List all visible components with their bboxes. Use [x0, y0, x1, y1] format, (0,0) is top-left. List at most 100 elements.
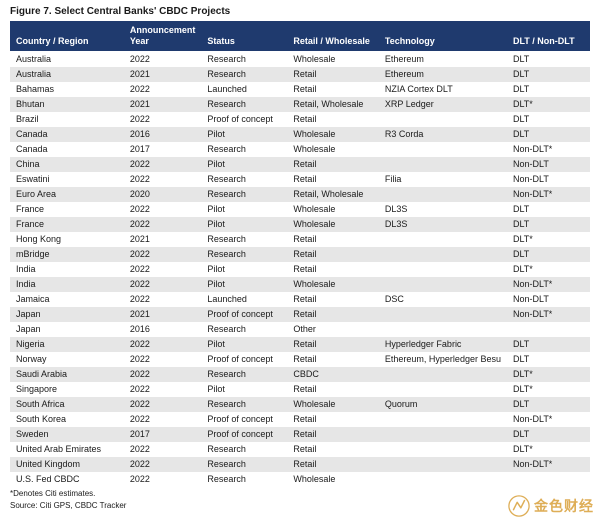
table-cell: Retail	[287, 292, 379, 307]
table-cell: Research	[201, 232, 287, 247]
figure-container: Figure 7. Select Central Banks' CBDC Pro…	[0, 0, 600, 511]
table-cell: Non-DLT*	[507, 307, 590, 322]
table-cell: Pilot	[201, 202, 287, 217]
table-row: Euro Area2020ResearchRetail, WholesaleNo…	[10, 187, 590, 202]
table-cell: 2021	[124, 97, 202, 112]
table-cell: Hyperledger Fabric	[379, 337, 507, 352]
table-cell: Non-DLT	[507, 292, 590, 307]
table-cell: Proof of concept	[201, 412, 287, 427]
table-cell: Australia	[10, 67, 124, 82]
table-cell: Research	[201, 247, 287, 262]
table-cell: Canada	[10, 142, 124, 157]
table-cell: Proof of concept	[201, 352, 287, 367]
table-cell: Nigeria	[10, 337, 124, 352]
table-cell: 2022	[124, 157, 202, 172]
table-row: Saudi Arabia2022ResearchCBDCDLT*	[10, 367, 590, 382]
table-row: U.S. Fed CBDC2022ResearchWholesale	[10, 472, 590, 487]
table-cell: Wholesale	[287, 127, 379, 142]
table-cell: DLT	[507, 67, 590, 82]
table-cell: Research	[201, 51, 287, 67]
table-cell: Pilot	[201, 262, 287, 277]
col-header-country: Country / Region	[10, 21, 124, 51]
table-cell: Research	[201, 97, 287, 112]
table-row: Eswatini2022ResearchRetailFiliaNon-DLT	[10, 172, 590, 187]
table-cell: Filia	[379, 172, 507, 187]
table-cell: DLT*	[507, 367, 590, 382]
table-cell: DLT	[507, 247, 590, 262]
table-header-row: Country / Region Announcement Year Statu…	[10, 21, 590, 51]
table-cell: DLT	[507, 202, 590, 217]
table-cell: Retail	[287, 382, 379, 397]
table-cell: DL3S	[379, 217, 507, 232]
table-cell: Pilot	[201, 217, 287, 232]
table-cell: DLT*	[507, 382, 590, 397]
table-cell	[379, 427, 507, 442]
table-cell: Non-DLT*	[507, 457, 590, 472]
table-cell: Retail	[287, 172, 379, 187]
table-cell: Research	[201, 397, 287, 412]
watermark-logo-icon	[508, 495, 530, 517]
table-cell: Research	[201, 472, 287, 487]
table-cell	[379, 412, 507, 427]
table-cell: 2022	[124, 472, 202, 487]
table-cell: Wholesale	[287, 217, 379, 232]
table-row: France2022PilotWholesaleDL3SDLT	[10, 202, 590, 217]
table-cell: DLT*	[507, 97, 590, 112]
table-cell: Bahamas	[10, 82, 124, 97]
table-cell	[379, 367, 507, 382]
table-cell	[507, 322, 590, 337]
table-cell: Research	[201, 67, 287, 82]
table-cell: DLT	[507, 397, 590, 412]
table-cell: U.S. Fed CBDC	[10, 472, 124, 487]
table-cell: DLT*	[507, 262, 590, 277]
table-cell: United Arab Emirates	[10, 442, 124, 457]
watermark-text: 金色财经	[534, 496, 594, 516]
table-cell: Retail	[287, 232, 379, 247]
col-header-year: Announcement Year	[124, 21, 202, 51]
table-cell: Retail	[287, 307, 379, 322]
table-cell: Research	[201, 172, 287, 187]
table-cell: Retail	[287, 262, 379, 277]
table-cell: 2022	[124, 202, 202, 217]
footnote-source: Source: Citi GPS, CBDC Tracker	[10, 501, 590, 511]
table-cell: Retail	[287, 457, 379, 472]
table-cell: 2022	[124, 292, 202, 307]
table-cell	[379, 307, 507, 322]
table-cell: Jamaica	[10, 292, 124, 307]
table-cell: DLT	[507, 352, 590, 367]
table-cell: Non-DLT	[507, 157, 590, 172]
table-cell	[379, 262, 507, 277]
table-cell	[379, 112, 507, 127]
table-cell: Retail	[287, 157, 379, 172]
table-cell: 2017	[124, 427, 202, 442]
col-header-tech: Technology	[379, 21, 507, 51]
table-cell: Wholesale	[287, 202, 379, 217]
table-cell: 2022	[124, 352, 202, 367]
table-row: China2022PilotRetailNon-DLT	[10, 157, 590, 172]
table-cell: United Kingdom	[10, 457, 124, 472]
table-cell: Australia	[10, 51, 124, 67]
table-cell: 2022	[124, 382, 202, 397]
table-cell: Wholesale	[287, 51, 379, 67]
table-cell: Wholesale	[287, 277, 379, 292]
table-cell: Retail	[287, 247, 379, 262]
table-cell: China	[10, 157, 124, 172]
table-cell: Retail	[287, 412, 379, 427]
table-cell	[379, 472, 507, 487]
table-row: Sweden2017Proof of conceptRetailDLT	[10, 427, 590, 442]
table-row: Jamaica2022LaunchedRetailDSCNon-DLT	[10, 292, 590, 307]
table-cell: Other	[287, 322, 379, 337]
table-cell: Retail	[287, 67, 379, 82]
col-header-dlt: DLT / Non-DLT	[507, 21, 590, 51]
table-cell: 2022	[124, 277, 202, 292]
table-cell: DLT*	[507, 442, 590, 457]
table-cell: Saudi Arabia	[10, 367, 124, 382]
table-cell: Launched	[201, 292, 287, 307]
table-row: United Arab Emirates2022ResearchRetailDL…	[10, 442, 590, 457]
table-cell	[379, 442, 507, 457]
table-cell	[379, 157, 507, 172]
table-cell: Non-DLT*	[507, 142, 590, 157]
table-cell	[379, 247, 507, 262]
table-cell	[379, 382, 507, 397]
table-cell: 2022	[124, 51, 202, 67]
